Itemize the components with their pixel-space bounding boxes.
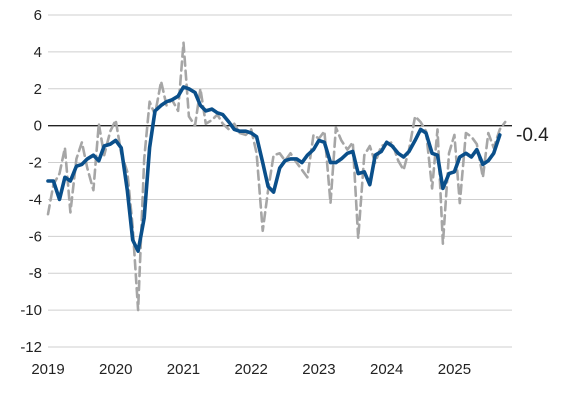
solid-series-line — [46, 85, 502, 253]
x-tick-label: 2020 — [99, 361, 132, 378]
x-tick-label: 2022 — [235, 361, 268, 378]
x-axis-tick-labels: 2019 2020 2021 2022 2023 2024 2025 — [31, 361, 471, 378]
x-tick-label: 2021 — [167, 361, 200, 378]
y-axis-tick-labels: 6 4 2 0 -2 -4 -6 -8 -10 -12 — [20, 7, 42, 356]
last-value-label: -0.4 — [516, 125, 549, 146]
x-tick-label: 2024 — [370, 361, 403, 378]
y-tick-label: -12 — [20, 339, 42, 356]
y-tick-label: -8 — [29, 265, 42, 282]
y-tick-label: 6 — [34, 7, 42, 24]
y-tick-label: -4 — [29, 191, 42, 208]
y-tick-label: 4 — [34, 44, 42, 61]
y-tick-label: -10 — [20, 302, 42, 319]
x-tick-label: 2025 — [438, 361, 471, 378]
y-tick-label: 0 — [34, 118, 42, 135]
x-tick-label: 2019 — [31, 361, 64, 378]
series-lines — [46, 41, 507, 312]
y-tick-label: -6 — [29, 228, 42, 245]
y-tick-label: -2 — [29, 155, 42, 172]
x-tick-label: 2023 — [302, 361, 335, 378]
y-tick-label: 2 — [34, 81, 42, 98]
gridlines — [48, 14, 512, 348]
